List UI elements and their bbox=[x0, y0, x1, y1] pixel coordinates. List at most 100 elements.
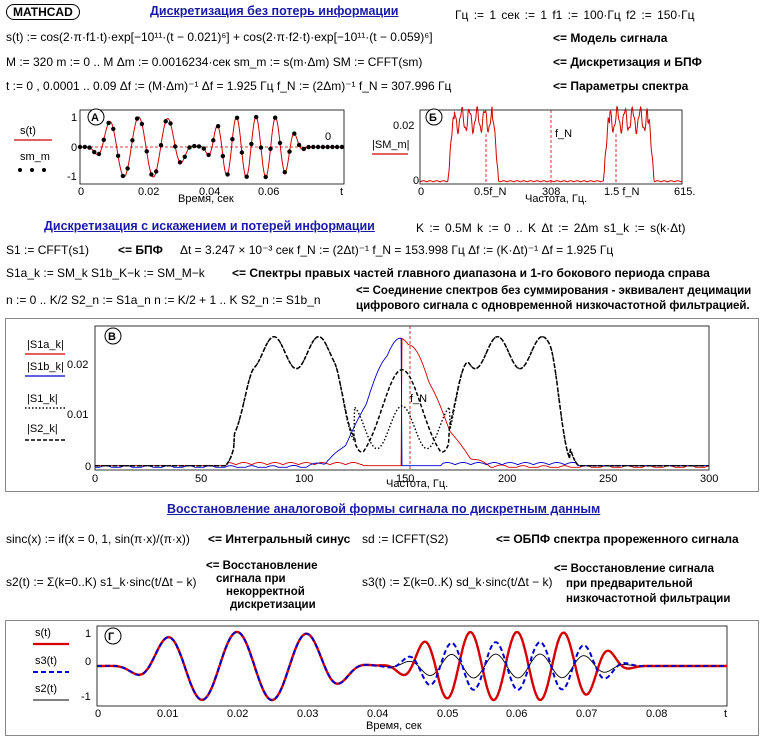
plot-a-label: А bbox=[91, 112, 99, 124]
s2-note-4: дискретизации bbox=[230, 599, 316, 611]
sample-point bbox=[301, 146, 306, 152]
sample-point bbox=[258, 145, 264, 150]
mathcad-badge: MATHCAD bbox=[6, 4, 80, 20]
sample-point bbox=[306, 144, 311, 150]
plot-d-xtick-005: 0.05 bbox=[437, 708, 458, 720]
plot-d-xtick-0: 0 bbox=[95, 708, 101, 720]
sample-point bbox=[330, 144, 335, 150]
plot-a-xtick-004: 0.04 bbox=[199, 186, 220, 198]
s3-reconstruction-eq[interactable]: s3(t) := Σ(k=0..K) sd_k·sinc(t/Δt − k) bbox=[362, 575, 553, 589]
sample-point bbox=[139, 121, 145, 127]
spectra-eq[interactable]: S1a_k := SM_k S1b_K−k := SM_M−k bbox=[6, 266, 205, 280]
plot-d-xtick-004: 0.04 bbox=[367, 708, 388, 720]
legend-sm-dots bbox=[18, 168, 46, 172]
s2-note-1: <= Восстановление bbox=[206, 560, 318, 572]
s3-note-1: <= Восстановление сигнала bbox=[554, 563, 714, 575]
plot-d-reconstruction[interactable]: s(t) s3(t) s2(t) Г 1 0 -1 0 0.01 0.02 0.… bbox=[5, 620, 757, 736]
plot-b-xtick-15fn: 1.5 f_N bbox=[604, 186, 640, 198]
plot-b-xlabel: Частота, Гц. bbox=[525, 193, 588, 205]
join-note-line2: цифрового сигнала с одновременной низкоч… bbox=[356, 300, 750, 312]
signal-model-eq[interactable]: s(t) := cos(2·π·f1·t)·exp[−10¹¹·(t − 0.0… bbox=[6, 30, 433, 44]
plot-c-ytick-0: 0 bbox=[85, 461, 91, 473]
sample-point bbox=[244, 174, 249, 179]
plot-c-xtick-300: 300 bbox=[700, 473, 718, 485]
signal-model-note: <= Модель сигнала bbox=[553, 31, 668, 45]
plot-b-fn-label: f_N bbox=[555, 128, 572, 140]
section-title-lossless: Дискретизация без потерь информации bbox=[150, 4, 399, 18]
sample-point bbox=[196, 144, 202, 149]
plot-a-ytick-neg1: -1 bbox=[67, 171, 77, 183]
plot-d-xtick-001: 0.01 bbox=[157, 708, 178, 720]
sample-point bbox=[87, 145, 92, 150]
plot-b-marker bbox=[425, 108, 443, 126]
plot-c-xtick-0: 0 bbox=[92, 473, 98, 485]
plot-b-xtick-308: 308 bbox=[542, 186, 560, 198]
frequency-params[interactable]: Гц := 1 сек := 1 f1 := 100·Гц f2 := 150·… bbox=[455, 8, 695, 22]
sample-point bbox=[154, 169, 159, 174]
legend-s1b: |S1b_k| bbox=[27, 361, 64, 373]
sample-point bbox=[120, 173, 126, 179]
spectrum-params-note: <= Параметры спектра bbox=[553, 79, 689, 93]
sample-point bbox=[273, 115, 278, 120]
plot-b-xtick-05fn: 0.5f_N bbox=[474, 186, 506, 198]
sample-point bbox=[168, 121, 173, 126]
plot-a-xtick-006: 0.06 bbox=[258, 186, 279, 198]
sample-point bbox=[115, 153, 121, 158]
sample-point bbox=[282, 170, 287, 175]
plot-a-marker bbox=[87, 108, 105, 126]
plot-a-xtick-0: 0 bbox=[78, 186, 84, 198]
plot-b-spectrum[interactable]: |SM_m| Б f_N 0.02 0 0 0.5f_N 308 1.5 f_N… bbox=[370, 104, 764, 200]
icfft-note: <= ОБПФ спектра прореженного сигнала bbox=[496, 532, 739, 546]
spectrum-params-eq[interactable]: t := 0 , 0.0001 .. 0.09 Δf := (M·Δm)⁻¹ Δ… bbox=[6, 79, 452, 93]
plot-c-xtick-250: 250 bbox=[599, 473, 617, 485]
plot-c-ytick-002: 0.02 bbox=[67, 359, 88, 371]
sample-point bbox=[334, 144, 340, 150]
s2-note-2: сигнала при bbox=[216, 573, 286, 585]
legend-s-t-d: s(t) bbox=[35, 627, 51, 639]
plot-b-xtick-615: 615. bbox=[674, 186, 695, 198]
sample-point bbox=[158, 143, 164, 148]
plot-a-xtick-002: 0.02 bbox=[138, 186, 159, 198]
sample-point bbox=[134, 116, 140, 121]
plot-d-xtick-003: 0.03 bbox=[297, 708, 318, 720]
plot-c-xlabel: Частота, Гц. bbox=[386, 478, 449, 490]
plot-d-xtick-006: 0.06 bbox=[506, 708, 527, 720]
plot-d-xtick-002: 0.02 bbox=[227, 708, 248, 720]
sinc-definition-eq[interactable]: sinc(x) := if(x = 0, 1, sin(π·x)/(π·x)) bbox=[6, 532, 190, 546]
plot-d-xtick-t: t bbox=[724, 708, 727, 720]
sample-point bbox=[225, 172, 230, 177]
sample-point bbox=[234, 115, 240, 120]
sample-point bbox=[192, 143, 197, 149]
legend-s2: |S2_k| bbox=[27, 423, 58, 435]
sample-point bbox=[220, 153, 226, 159]
sample-point bbox=[249, 141, 254, 147]
sample-point bbox=[177, 160, 183, 165]
decimation-params[interactable]: K := 0.5M k := 0 .. K Δt := 2Δm s1_k := … bbox=[416, 221, 686, 235]
plot-a-xtick-t: t bbox=[340, 186, 343, 198]
sample-point bbox=[163, 119, 168, 124]
join-spectra-eq[interactable]: n := 0 .. K/2 S2_n := S1a_n n := K/2 + 1… bbox=[6, 293, 321, 307]
sample-point bbox=[82, 144, 88, 150]
plot-d-label: Г bbox=[108, 631, 115, 643]
plot-a-time-signal[interactable]: s(t) sm_m А 1 0 -1 0 0 0.02 0.04 0.06 t bbox=[0, 104, 380, 200]
sample-point bbox=[296, 142, 302, 148]
s2-reconstruction-eq[interactable]: s2(t) := Σ(k=0..K) s1_k·sinc(t/Δt − k) bbox=[6, 575, 197, 589]
sample-point bbox=[263, 174, 268, 180]
icfft-eq[interactable]: sd := ICFFT(S2) bbox=[362, 532, 449, 546]
plot-c-spectra[interactable]: |S1a_k| |S1b_k| |S1_k| |S2_k| В f_N 0.02… bbox=[5, 318, 757, 490]
plot-d-xlabel: Время, сек bbox=[366, 720, 422, 732]
sample-point bbox=[144, 149, 149, 154]
sinc-note: <= Интегральный синус bbox=[208, 532, 351, 546]
sample-point bbox=[315, 144, 321, 150]
sampling-eq[interactable]: M := 320 m := 0 .. M Δm := 0.0016234·сек… bbox=[6, 55, 423, 69]
sample-point bbox=[292, 131, 297, 136]
plot-c-xtick-200: 200 bbox=[498, 473, 516, 485]
sample-point bbox=[287, 149, 292, 154]
decimated-spectrum-params[interactable]: Δt = 3.247 × 10⁻³ сек f_N := (2Δt)⁻¹ f_N… bbox=[180, 243, 614, 257]
legend-s3: s3(t) bbox=[35, 655, 57, 667]
sample-point bbox=[206, 152, 211, 158]
plot-b-xtick-0: 0 bbox=[418, 186, 424, 198]
sample-point bbox=[254, 114, 259, 120]
sample-point bbox=[106, 120, 111, 126]
fft-s1-eq[interactable]: S1 := CFFT(s1) bbox=[6, 243, 90, 257]
